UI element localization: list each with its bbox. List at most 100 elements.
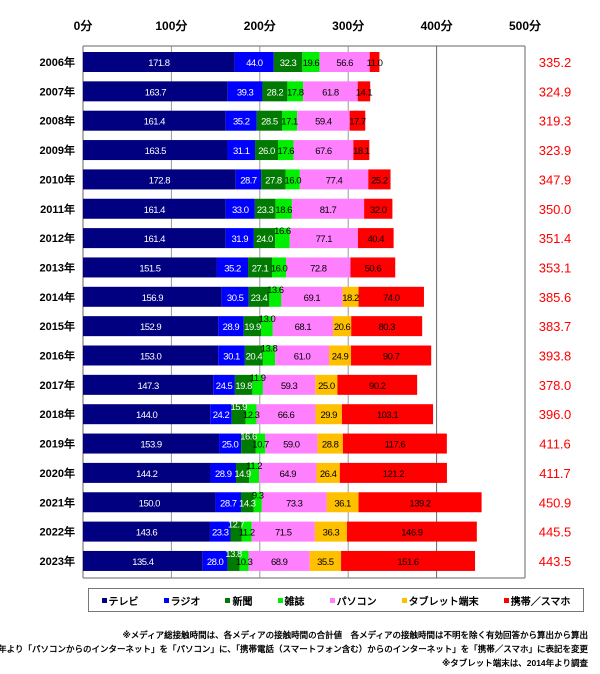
data-label: 36.1 <box>334 498 351 509</box>
bar-segment <box>234 52 274 72</box>
bar-segment <box>241 521 252 542</box>
category-label: 2009年 <box>40 143 75 157</box>
data-label: 151.5 <box>139 263 160 274</box>
bar-segment <box>83 52 235 72</box>
total-label: 323.9 <box>539 143 572 158</box>
category-label: 2012年 <box>40 231 75 245</box>
bar-segment <box>259 462 317 483</box>
data-label: 25.0 <box>222 440 239 451</box>
bar-segment <box>346 521 477 542</box>
data-label: 61.8 <box>322 87 339 98</box>
bar-segment <box>358 286 424 307</box>
data-label: 44.0 <box>246 58 263 69</box>
data-label: 28.8 <box>322 440 339 451</box>
data-label: 66.6 <box>278 410 295 421</box>
data-label: 161.4 <box>144 205 165 216</box>
data-label: 14.3 <box>239 498 256 509</box>
category-label: 2010年 <box>40 172 75 186</box>
category-label: 2013年 <box>40 260 75 274</box>
bar-segment <box>248 286 270 307</box>
bar-segment <box>369 52 380 72</box>
footnote: ※メディア総接触時間は、各メディアの接触時間の合計値 各メディアの接触時間は不明… <box>122 630 588 640</box>
bar-segment <box>317 433 343 454</box>
bar-segment <box>368 169 391 190</box>
bar-segment <box>275 345 330 366</box>
bar-segment <box>265 433 318 454</box>
data-label: 25.0 <box>318 381 335 392</box>
bar-segment <box>353 140 370 161</box>
bar-segment <box>271 257 287 278</box>
data-label: 28.7 <box>220 498 237 509</box>
bar-segment <box>230 521 242 542</box>
bar-segment <box>341 550 476 571</box>
data-label: 11.9 <box>250 373 266 384</box>
bar-segment <box>255 140 279 161</box>
bar-segment <box>319 52 370 72</box>
data-label: 25.2 <box>371 175 388 186</box>
legend-label: 雑誌 <box>284 596 305 608</box>
bar-segment <box>262 374 316 395</box>
total-label: 385.6 <box>539 290 572 305</box>
data-label: 68.9 <box>271 557 288 568</box>
data-label: 33.0 <box>232 205 249 216</box>
data-label: 28.5 <box>261 117 278 128</box>
data-label: 17.7 <box>349 117 366 128</box>
data-label: 11.2 <box>246 461 262 472</box>
data-label: 121.2 <box>383 469 404 480</box>
bar-segment <box>83 345 219 366</box>
data-label: 24.9 <box>332 352 349 363</box>
category-label: 2007年 <box>40 84 75 98</box>
bar-segment <box>349 110 366 131</box>
legend-item: タブレット端末 <box>401 593 479 608</box>
total-label: 450.9 <box>539 495 572 510</box>
data-label: 161.4 <box>144 117 165 128</box>
bar-segment <box>293 140 354 161</box>
bar-segment <box>218 345 245 366</box>
data-label: 13.8 <box>225 549 242 560</box>
category-label: 2015年 <box>40 319 75 333</box>
data-label: 27.1 <box>252 263 269 274</box>
total-label: 319.3 <box>539 114 572 129</box>
bar-segment <box>83 228 226 249</box>
total-label: 351.4 <box>539 231 572 246</box>
legend-item: 雑誌 <box>277 593 305 608</box>
bar-segment <box>286 257 351 278</box>
bar-segment <box>289 228 358 249</box>
data-label: 14.1 <box>356 87 373 98</box>
bar-segment <box>278 140 294 161</box>
total-label: 378.0 <box>539 378 572 393</box>
bar-segment <box>83 462 211 483</box>
bar-segment <box>240 492 254 513</box>
footnotes: ※メディア総接触時間は、各メディアの接触時間の合計値 各メディアの接触時間は不明… <box>0 628 588 670</box>
category-label: 2019年 <box>40 437 75 451</box>
category-label: 2022年 <box>40 525 75 539</box>
data-label: 28.7 <box>240 175 257 186</box>
bar-segment <box>227 81 263 102</box>
chart-legend: テレビ ラジオ 新聞 雑誌 パソコン タブレット端末 携帯／スマホ <box>88 588 584 612</box>
data-label: 16.0 <box>285 175 302 186</box>
data-label: 10.3 <box>236 557 253 568</box>
data-label: 36.3 <box>323 528 340 539</box>
data-label: 18.6 <box>275 205 292 216</box>
category-label: 2020年 <box>40 466 75 480</box>
data-label: 18.1 <box>353 146 370 157</box>
legend-label: パソコン <box>336 596 377 608</box>
category-label: 2008年 <box>40 114 75 128</box>
data-label: 31.9 <box>232 234 249 245</box>
bar-segment <box>285 169 300 190</box>
footnote: ※2014年より「パソコンからのインターネット」を「パソコン」に、「携帯電話（ス… <box>0 644 588 654</box>
data-label: 12.7 <box>228 520 245 531</box>
bar-segment <box>297 110 350 131</box>
data-label: 150.0 <box>139 498 160 509</box>
data-label: 20.6 <box>334 322 351 333</box>
data-label: 23.3 <box>257 205 274 216</box>
bar-segment <box>83 110 226 131</box>
data-label: 153.0 <box>140 352 161 363</box>
total-label: 353.1 <box>539 260 572 275</box>
data-label: 77.4 <box>326 175 343 186</box>
data-label: 19.9 <box>244 322 261 333</box>
bar-segment <box>275 228 290 249</box>
bar-segment <box>255 433 266 454</box>
bar-segment <box>218 316 244 337</box>
data-label: 30.5 <box>227 293 244 304</box>
